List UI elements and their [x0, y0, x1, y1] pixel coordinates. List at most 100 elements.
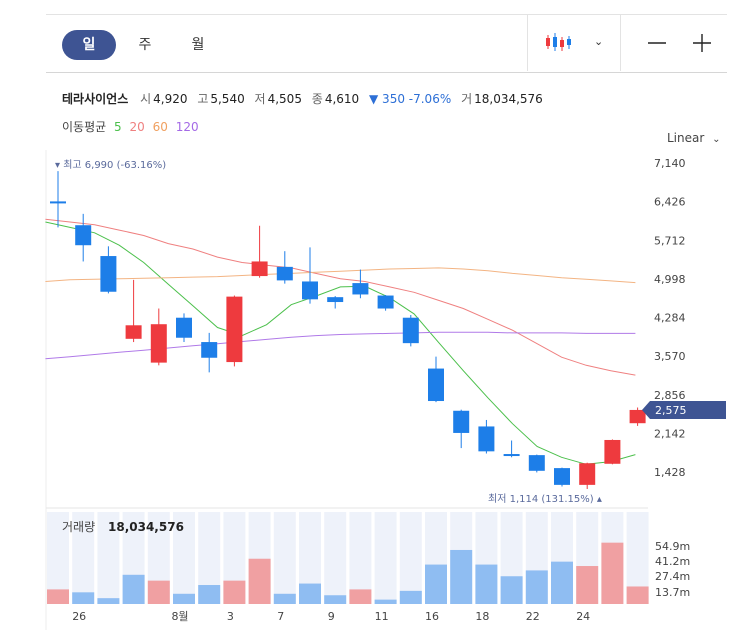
x-tick-label: 16 — [425, 610, 439, 623]
volume-label: 거 — [461, 92, 473, 106]
candle-body — [579, 463, 596, 485]
candle-body — [478, 426, 495, 452]
min-price-label: 최저 1,114 (131.15%) ▴ — [488, 493, 602, 505]
candle-body — [528, 455, 545, 471]
ma20-legend[interactable]: 20 — [129, 120, 145, 134]
volume-slot — [324, 512, 347, 604]
candle-body — [276, 266, 293, 281]
candle-body — [201, 342, 218, 358]
candle-body — [503, 454, 520, 457]
candle-body — [50, 201, 66, 204]
volume-bar — [601, 542, 624, 604]
ma120-legend[interactable]: 120 — [175, 120, 199, 134]
scale-selector[interactable]: Linear ⌄ — [667, 131, 721, 145]
volume-total: 18,034,576 — [108, 520, 184, 534]
candle-body — [352, 283, 369, 295]
volume-slot — [349, 512, 372, 604]
x-tick-label: 9 — [328, 610, 335, 623]
ma5-line — [45, 221, 636, 465]
volume-slot — [47, 512, 69, 604]
volume-tick-label: 41.2m — [655, 555, 690, 568]
candle-body — [604, 439, 621, 464]
volume-bar — [273, 593, 296, 604]
zoom-out-button[interactable] — [646, 29, 668, 57]
candle-body — [428, 368, 444, 402]
volume-bar — [198, 585, 221, 604]
y-tick-label: 4,998 — [654, 273, 686, 286]
x-tick-label: 7 — [277, 610, 284, 623]
ma-legend: 이동평균 5 20 60 120 — [62, 118, 203, 135]
candle-body — [251, 261, 268, 277]
price-change: ▼ 350 -7.06% — [369, 92, 452, 106]
chevron-down-icon: ⌄ — [712, 134, 721, 145]
plus-icon — [693, 34, 711, 52]
candle-body — [226, 296, 243, 363]
volume-bar — [299, 583, 321, 604]
candle-body — [75, 225, 92, 246]
y-tick-label: 7,140 — [654, 157, 686, 170]
stock-summary: 테라사이언스 시 4,920 고 5,540 저 4,505 종 4,610 ▼ 350… — [62, 90, 549, 107]
zoom-in-button[interactable] — [691, 29, 713, 57]
period-day-tab[interactable]: 일 — [62, 30, 116, 60]
volume-bar — [97, 598, 120, 604]
volume-slot — [97, 512, 120, 604]
candle-body — [453, 410, 470, 433]
volume-bar — [551, 561, 573, 604]
y-tick-label: 2,142 — [654, 427, 686, 440]
volume-tick-label: 27.4m — [655, 570, 690, 583]
volume-title: 거래량 — [62, 520, 95, 534]
last-price-value: 2,575 — [655, 404, 687, 417]
close-price: 4,610 — [324, 92, 360, 106]
volume-bar — [475, 564, 498, 604]
candle-body — [125, 325, 142, 339]
candle-body — [327, 297, 344, 303]
volume-bar — [576, 566, 599, 604]
volume-bar — [500, 576, 523, 604]
volume-bar — [248, 558, 271, 604]
toolbar: 일 주 월 ⌄ — [46, 14, 727, 73]
volume-bar — [399, 590, 422, 604]
open-price: 4,920 — [153, 92, 188, 106]
volume-bar — [324, 595, 347, 604]
candle-body — [402, 317, 419, 344]
minus-icon — [648, 42, 666, 44]
y-tick-label: 4,284 — [654, 312, 686, 325]
x-tick-label: 3 — [227, 610, 234, 623]
volume-bar — [626, 586, 649, 604]
ma5-legend[interactable]: 5 — [114, 120, 122, 134]
candlestick-icon — [546, 33, 571, 51]
ma60-line — [45, 267, 636, 284]
volume-bar — [173, 593, 195, 604]
candle-body — [377, 295, 394, 309]
x-tick-label: 22 — [526, 610, 540, 623]
volume-tick-label: 13.7m — [655, 586, 690, 599]
chart-type-selector[interactable] — [544, 31, 624, 57]
candle-body — [176, 317, 192, 338]
high-price: 5,540 — [210, 92, 245, 106]
chevron-down-icon[interactable]: ⌄ — [594, 35, 604, 48]
candle-body — [100, 256, 117, 292]
volume-bar — [72, 592, 95, 604]
volume-slot — [72, 512, 95, 604]
volume-slot — [374, 512, 397, 604]
last-price-tag — [642, 400, 726, 419]
volume-tick-label: 54.9m — [655, 540, 690, 553]
candle-body — [554, 468, 570, 485]
volume-slot — [299, 512, 321, 604]
y-tick-label: 6,426 — [654, 196, 686, 209]
high-label: 고 — [197, 92, 209, 106]
volume-value: 18,034,576 — [474, 92, 543, 106]
volume-slot — [198, 512, 221, 604]
x-tick-label: 11 — [375, 610, 389, 623]
volume-slot — [399, 512, 422, 604]
volume-bar — [525, 570, 548, 604]
ma120-line — [45, 331, 636, 360]
volume-bar — [349, 589, 372, 604]
y-tick-label: 2,856 — [654, 389, 686, 402]
ma60-legend[interactable]: 60 — [152, 120, 168, 134]
low-price: 4,505 — [267, 92, 302, 106]
period-week-tab[interactable]: 주 — [138, 37, 152, 53]
candle-body — [629, 409, 646, 424]
period-month-tab[interactable]: 월 — [191, 37, 205, 53]
